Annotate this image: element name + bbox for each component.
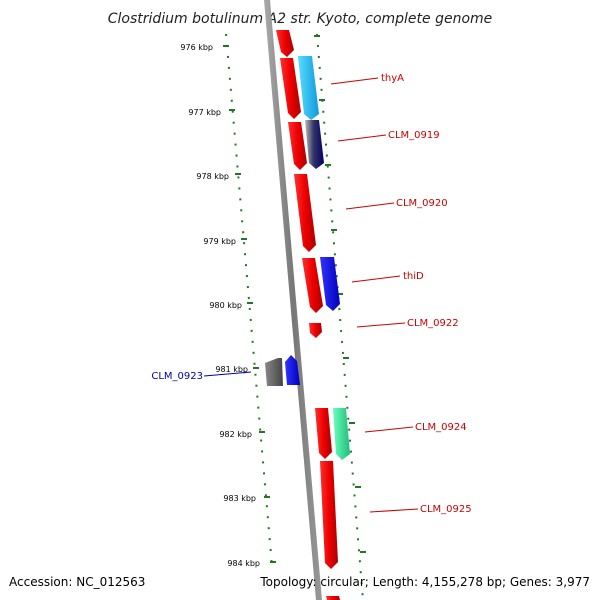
- cds-track: [276, 30, 340, 600]
- gene-label[interactable]: thiD: [403, 271, 424, 282]
- cds-feature[interactable]: [326, 596, 340, 600]
- gene-label[interactable]: CLM_0923: [151, 371, 203, 382]
- tick-column-left: [225, 33, 273, 567]
- gene-label[interactable]: CLM_0920: [396, 198, 448, 209]
- tick-label: 978 kbp: [196, 172, 229, 181]
- cds-feature[interactable]: [315, 408, 332, 459]
- tick-label: 984 kbp: [227, 559, 260, 568]
- map-title: Clostridium botulinum A2 str. Kyoto, com…: [108, 11, 493, 27]
- label-connectors: [330, 77, 419, 513]
- gene-label[interactable]: CLM_0925: [420, 504, 472, 515]
- genome-backbone: [264, 0, 322, 600]
- gene-track: [265, 56, 350, 460]
- genome-summary-text: Topology: circular; Length: 4,155,278 bp…: [259, 575, 590, 589]
- cds-feature[interactable]: [309, 323, 322, 338]
- gene-thyA[interactable]: [298, 56, 319, 120]
- tick-label: 983 kbp: [223, 494, 256, 503]
- cds-feature[interactable]: [320, 461, 338, 569]
- cds-feature[interactable]: [294, 174, 316, 252]
- tick-label: 980 kbp: [209, 301, 242, 310]
- tick-label: 979 kbp: [203, 237, 236, 246]
- gene-label[interactable]: thyA: [381, 73, 404, 84]
- cds-feature[interactable]: [288, 122, 307, 170]
- cds-feature[interactable]: [302, 258, 323, 313]
- tick-label: 976 kbp: [180, 43, 213, 52]
- gene-CLM_0923-grey[interactable]: [265, 358, 283, 386]
- gene-CLM_0923[interactable]: [285, 355, 300, 385]
- gene-label[interactable]: CLM_0922: [407, 318, 459, 329]
- gene-label[interactable]: CLM_0924: [415, 422, 467, 433]
- gene-CLM_0924[interactable]: [333, 408, 350, 460]
- tick-column-right: [316, 33, 364, 600]
- tick-label: 982 kbp: [219, 430, 252, 439]
- gene-CLM_0919[interactable]: [305, 120, 324, 169]
- tick-label: 977 kbp: [188, 108, 221, 117]
- tick-label: 981 kbp: [215, 365, 248, 374]
- cds-feature[interactable]: [276, 30, 294, 57]
- cds-feature[interactable]: [280, 58, 301, 119]
- label-connector-minus: [203, 371, 252, 377]
- gene-thiD[interactable]: [320, 257, 340, 311]
- accession-text: Accession: NC_012563: [9, 575, 145, 589]
- gene-label[interactable]: CLM_0919: [388, 130, 440, 141]
